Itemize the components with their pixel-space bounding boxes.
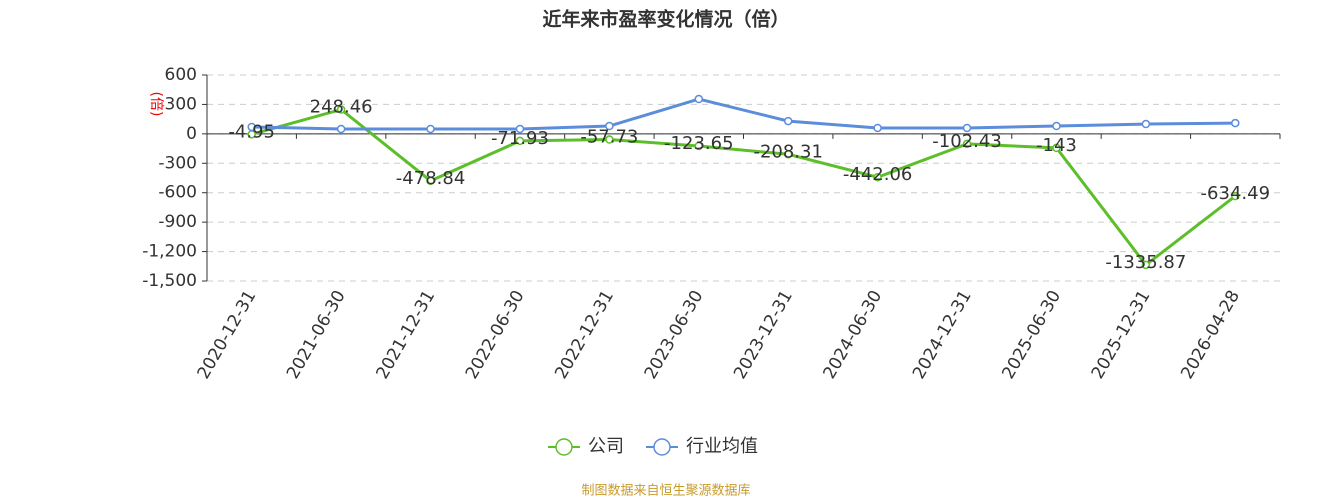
x-tick-label: 2021-12-31 bbox=[372, 287, 439, 383]
point bbox=[1141, 260, 1151, 270]
point bbox=[605, 121, 614, 131]
data-label: -4.95 bbox=[228, 121, 275, 142]
legend-marker bbox=[555, 438, 573, 456]
point bbox=[515, 124, 525, 134]
chart-title: 近年来市盈率变化情况（倍） bbox=[542, 8, 789, 31]
point bbox=[694, 141, 704, 151]
point bbox=[1231, 191, 1240, 201]
series-line bbox=[251, 97, 1236, 131]
point bbox=[336, 105, 346, 114]
point bbox=[247, 122, 256, 132]
point bbox=[426, 124, 435, 134]
point bbox=[873, 123, 882, 133]
x-tick-label: 2021-06-30 bbox=[283, 287, 350, 383]
series-line bbox=[251, 107, 1237, 268]
point bbox=[426, 176, 435, 186]
point bbox=[962, 139, 972, 149]
x-tick-label: 2023-06-30 bbox=[641, 287, 708, 383]
data-label: -478.84 bbox=[396, 168, 465, 189]
data-label: -442.06 bbox=[843, 164, 912, 185]
legend-marker bbox=[653, 438, 671, 456]
data-label: -143 bbox=[1036, 135, 1077, 156]
point bbox=[694, 94, 704, 104]
point bbox=[605, 135, 614, 144]
source-note: 制图数据来自恒生聚源数据库 bbox=[581, 483, 750, 499]
data-label: -123.65 bbox=[664, 133, 733, 154]
x-tick-label: 2020-12-31 bbox=[194, 287, 261, 383]
data-label: -634.49 bbox=[1201, 183, 1270, 204]
point bbox=[336, 124, 346, 134]
x-tick-label: 2024-12-31 bbox=[909, 287, 976, 383]
x-tick-label: 2026-04-28 bbox=[1177, 287, 1244, 383]
y-tick-label: -600 bbox=[158, 183, 197, 203]
data-label: -208.31 bbox=[753, 141, 822, 162]
point bbox=[962, 123, 972, 133]
data-label: -1335.87 bbox=[1105, 252, 1186, 273]
data-label: 248.46 bbox=[310, 96, 373, 117]
x-tick-label: 2025-06-30 bbox=[998, 287, 1065, 383]
point bbox=[515, 136, 525, 146]
y-tick-label: 300 bbox=[165, 94, 197, 114]
y-tick-label: -1,500 bbox=[142, 271, 197, 291]
y-tick-label: 0 bbox=[186, 124, 197, 144]
x-tick-label: 2024-06-30 bbox=[820, 287, 887, 383]
legend-label: 行业均值 bbox=[686, 436, 758, 457]
x-tick-label: 2022-12-31 bbox=[551, 287, 618, 383]
point bbox=[783, 116, 793, 126]
data-label: -71.93 bbox=[491, 128, 549, 149]
y-tick-label: -1,200 bbox=[142, 242, 197, 262]
point bbox=[1141, 119, 1151, 129]
point bbox=[873, 172, 882, 182]
data-label: -102.43 bbox=[932, 131, 1001, 152]
y-tick-label: -300 bbox=[158, 153, 197, 173]
y-axis-label: (倍) bbox=[148, 92, 164, 117]
x-tick-label: 2023-12-31 bbox=[730, 287, 797, 383]
data-label: -57.73 bbox=[580, 127, 638, 148]
point bbox=[1052, 121, 1061, 131]
x-tick-label: 2022-06-30 bbox=[462, 287, 529, 383]
point bbox=[1231, 118, 1240, 128]
point bbox=[1052, 143, 1061, 153]
y-tick-label: -900 bbox=[158, 212, 197, 232]
legend-label: 公司 bbox=[588, 436, 624, 457]
x-tick-label: 2025-12-31 bbox=[1088, 287, 1155, 383]
y-tick-label: 600 bbox=[165, 65, 197, 85]
point bbox=[783, 150, 793, 159]
